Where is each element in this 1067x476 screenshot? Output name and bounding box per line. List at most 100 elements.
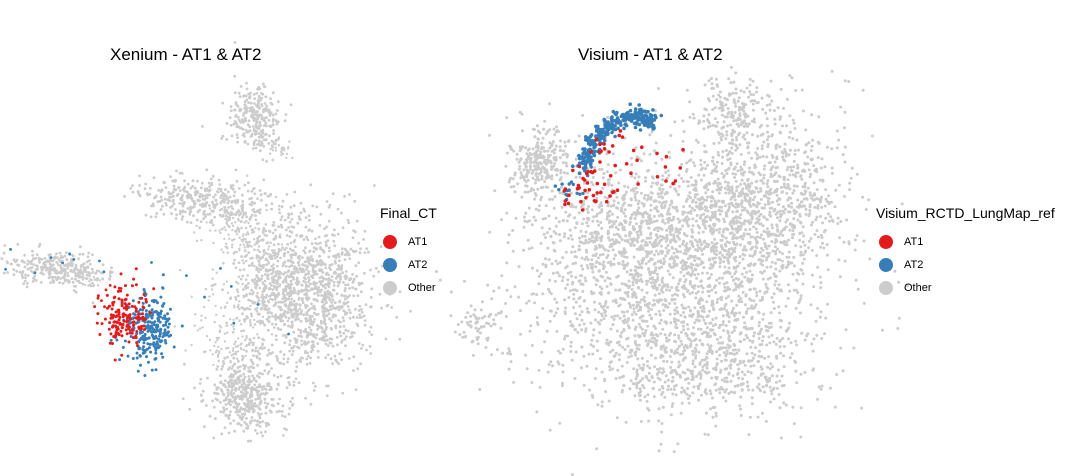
xenium-other-point	[96, 284, 100, 287]
xenium-other-point	[257, 375, 261, 379]
xenium-at2-point	[151, 335, 155, 339]
xenium-other-point	[285, 281, 288, 284]
xenium-other-point	[214, 203, 218, 207]
visium-other-point	[721, 150, 725, 153]
xenium-other-point	[325, 244, 328, 248]
visium-other-point	[515, 157, 519, 161]
xenium-other-point	[263, 102, 267, 105]
xenium-other-point	[351, 236, 355, 240]
xenium-other-point	[276, 357, 279, 361]
xenium-other-point	[223, 205, 227, 209]
xenium-other-point	[219, 401, 222, 404]
xenium-other-point	[255, 279, 259, 283]
visium-other-point	[757, 202, 761, 206]
xenium-other-point	[283, 309, 287, 313]
visium-other-point	[515, 152, 519, 156]
xenium-at1-point	[127, 302, 131, 306]
xenium-other-point	[247, 232, 250, 236]
xenium-other-point	[274, 334, 278, 338]
xenium-other-point	[244, 211, 247, 215]
visium-other-point	[729, 65, 733, 69]
xenium-at1-point	[115, 321, 119, 324]
xenium-other-point	[40, 268, 44, 271]
visium-other-point	[661, 187, 665, 191]
xenium-other-point	[220, 194, 223, 197]
visium-other-point	[710, 171, 714, 175]
xenium-at1-point	[134, 283, 138, 287]
xenium-other-point	[249, 318, 252, 322]
visium-other-point	[813, 232, 817, 236]
xenium-other-point	[234, 395, 238, 398]
xenium-at2-point	[4, 267, 7, 271]
visium-other-point	[778, 145, 782, 149]
xenium-other-point	[242, 262, 245, 265]
visium-other-point	[718, 205, 722, 209]
xenium-at1-point	[127, 340, 131, 344]
xenium-other-point	[372, 274, 376, 278]
xenium-at1-point	[116, 325, 119, 329]
visium-other-point	[763, 245, 767, 249]
xenium-at2-point	[219, 267, 222, 270]
visium-other-point	[864, 208, 868, 211]
xenium-other-point	[29, 262, 33, 265]
xenium-other-point	[234, 114, 238, 118]
visium-other-point	[813, 205, 817, 209]
xenium-other-point	[240, 193, 244, 197]
xenium-other-point	[302, 207, 306, 211]
xenium-other-point	[355, 274, 358, 278]
xenium-other-point	[88, 262, 92, 266]
xenium-other-point	[12, 273, 16, 277]
xenium-other-point	[328, 203, 332, 207]
xenium-at2-point	[159, 309, 163, 313]
xenium-other-point	[236, 350, 240, 353]
xenium-other-point	[189, 186, 193, 190]
xenium-other-point	[294, 245, 297, 249]
visium-other-point	[682, 205, 686, 209]
xenium-other-point	[244, 307, 247, 311]
visium-other-point	[703, 83, 707, 87]
xenium-other-point	[239, 390, 243, 394]
visium-other-point	[779, 232, 783, 236]
xenium-other-point	[243, 183, 247, 187]
xenium-at2-point	[132, 312, 135, 316]
xenium-other-point	[31, 249, 34, 253]
xenium-other-point	[305, 264, 309, 268]
xenium-other-point	[299, 334, 303, 338]
xenium-other-point	[331, 192, 335, 196]
xenium-other-point	[252, 326, 255, 329]
xenium-other-point	[268, 310, 271, 314]
visium-other-point	[574, 275, 578, 279]
xenium-other-point	[288, 339, 292, 343]
xenium-other-point	[321, 284, 325, 288]
xenium-other-point	[251, 228, 255, 232]
xenium-other-point	[239, 343, 242, 346]
xenium-at2-point	[145, 347, 149, 351]
visium-other-point	[726, 181, 730, 185]
xenium-other-point	[349, 311, 352, 314]
xenium-other-point	[155, 212, 159, 215]
xenium-other-point	[214, 417, 217, 420]
xenium-other-point	[247, 119, 251, 123]
xenium-other-point	[330, 301, 334, 304]
xenium-other-point	[273, 253, 277, 257]
xenium-at1-point	[152, 287, 156, 291]
xenium-at1-point	[131, 328, 135, 332]
visium-other-point	[783, 150, 787, 154]
xenium-other-point	[216, 338, 219, 342]
xenium-other-point	[328, 266, 331, 270]
xenium-other-point	[227, 206, 231, 209]
xenium-other-point	[282, 357, 286, 361]
xenium-other-point	[276, 100, 280, 104]
xenium-at2-point	[154, 351, 158, 355]
xenium-other-point	[297, 281, 301, 284]
xenium-other-point	[246, 142, 250, 146]
xenium-other-point	[242, 214, 245, 217]
xenium-other-point	[233, 363, 236, 366]
visium-other-point	[541, 136, 545, 140]
xenium-other-point	[92, 276, 96, 279]
xenium-other-point	[207, 181, 211, 185]
visium-other-point	[824, 197, 828, 201]
xenium-at2-point	[118, 358, 122, 362]
visium-other-point	[766, 93, 770, 97]
xenium-other-point	[269, 241, 272, 245]
